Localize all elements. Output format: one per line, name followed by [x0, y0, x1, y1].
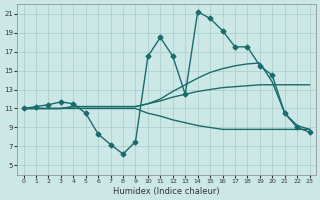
- X-axis label: Humidex (Indice chaleur): Humidex (Indice chaleur): [113, 187, 220, 196]
